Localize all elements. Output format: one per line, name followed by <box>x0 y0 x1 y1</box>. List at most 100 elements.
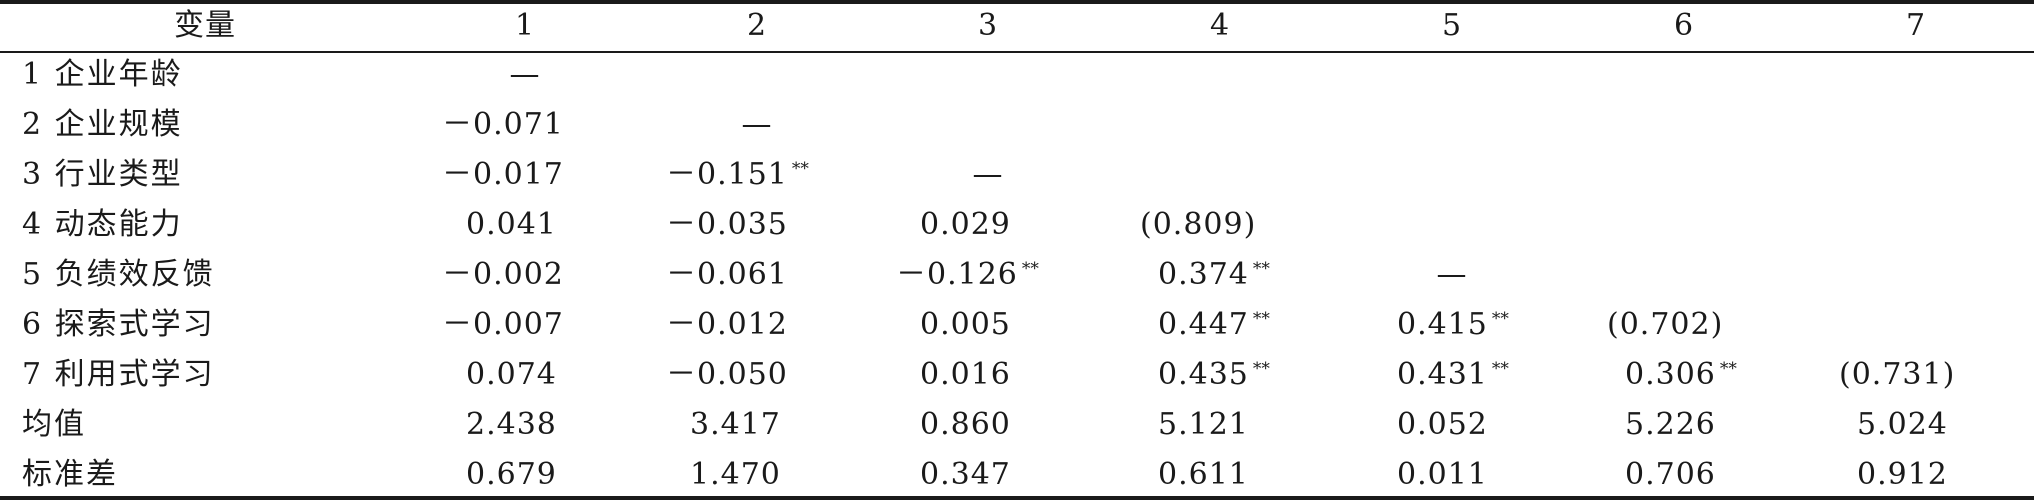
table-cell: 0.912 <box>1857 455 1948 495</box>
cell-value: 0.016 <box>920 357 1011 392</box>
table-cell: 0.447 ** <box>1158 305 1270 345</box>
cell-value: (0.702) <box>1607 307 1724 342</box>
table-cell: －0.007 <box>442 305 564 345</box>
table-cell: 0.679 <box>466 455 557 495</box>
row-label: 4 动态能力 <box>22 207 183 242</box>
table-cell: 0.435 ** <box>1158 355 1270 395</box>
significance-marker: ** <box>1491 359 1509 379</box>
cell-value: 2.438 <box>466 407 557 442</box>
cell-value: — <box>1436 257 1468 292</box>
table-cell: — <box>973 155 1004 195</box>
table-cell: －0.071 <box>442 105 564 145</box>
significance-marker: ** <box>1252 359 1270 379</box>
header-col-6: 6 <box>1673 8 1695 43</box>
cell-value: 0.706 <box>1625 457 1716 492</box>
row-label: 1 企业年龄 <box>22 57 183 92</box>
cell-value: 5.024 <box>1857 407 1948 442</box>
significance-marker: ** <box>1021 259 1039 279</box>
cell-value: — <box>972 157 1004 192</box>
table-cell: 0.611 <box>1158 455 1249 495</box>
cell-value: －0.126 <box>896 257 1018 292</box>
row-label: 标准差 <box>22 457 118 492</box>
table-cell: －0.151 ** <box>666 155 809 195</box>
row-label: 7 利用式学习 <box>22 357 215 392</box>
table-cell: 0.860 <box>920 405 1011 445</box>
cell-value: 5.226 <box>1625 407 1716 442</box>
table-cell: 0.347 <box>920 455 1011 495</box>
table-cell: 0.041 <box>466 205 557 245</box>
table-cell: 0.029 <box>920 205 1011 245</box>
cell-value: 0.074 <box>466 357 557 392</box>
header-col-3: 3 <box>977 8 999 43</box>
table-cell: 0.306 ** <box>1625 355 1737 395</box>
row-label: 5 负绩效反馈 <box>22 257 215 292</box>
table-cell: 0.431 ** <box>1397 355 1509 395</box>
cell-value: －0.017 <box>442 157 564 192</box>
table-cell: －0.126 ** <box>896 255 1039 295</box>
table-cell: (0.809) <box>1140 205 1256 245</box>
row-label: 3 行业类型 <box>22 157 183 192</box>
bottom-rule <box>0 496 2034 500</box>
significance-marker: ** <box>1252 309 1270 329</box>
cell-value: －0.050 <box>666 357 788 392</box>
table-cell: 0.016 <box>920 355 1011 395</box>
significance-marker: ** <box>1719 359 1737 379</box>
header-col-2: 2 <box>746 8 768 43</box>
table-cell: 1.470 <box>690 455 781 495</box>
cell-value: 0.374 <box>1158 257 1249 292</box>
cell-value: 0.041 <box>466 207 557 242</box>
top-rule <box>0 0 2034 4</box>
cell-value: －0.012 <box>666 307 788 342</box>
cell-value: 0.415 <box>1397 307 1488 342</box>
table-cell: －0.002 <box>442 255 564 295</box>
cell-value: 0.860 <box>920 407 1011 442</box>
significance-marker: ** <box>791 159 809 179</box>
cell-value: 0.347 <box>920 457 1011 492</box>
table-cell: －0.012 <box>666 305 788 345</box>
significance-marker: ** <box>1252 259 1270 279</box>
cell-value: 5.121 <box>1158 407 1249 442</box>
table-cell: 2.438 <box>466 405 557 445</box>
table-cell: 0.005 <box>920 305 1011 345</box>
cell-value: 0.005 <box>920 307 1011 342</box>
table-cell: 0.011 <box>1397 455 1488 495</box>
cell-value: (0.809) <box>1140 207 1257 242</box>
cell-value: 0.029 <box>920 207 1011 242</box>
table-cell: — <box>510 55 541 95</box>
cell-value: 0.679 <box>466 457 557 492</box>
cell-value: 1.470 <box>690 457 781 492</box>
cell-value: 0.011 <box>1397 457 1488 492</box>
header-col-5: 5 <box>1441 8 1463 43</box>
cell-value: －0.002 <box>442 257 564 292</box>
significance-marker: ** <box>1491 309 1509 329</box>
cell-value: 0.435 <box>1158 357 1249 392</box>
table-cell: 0.415 ** <box>1397 305 1509 345</box>
cell-value: — <box>741 107 773 142</box>
header-col-4: 4 <box>1209 8 1231 43</box>
header-col-7: 7 <box>1905 8 1927 43</box>
cell-value: 0.431 <box>1397 357 1488 392</box>
table-cell: 0.052 <box>1397 405 1488 445</box>
cell-value: 0.052 <box>1397 407 1488 442</box>
cell-value: －0.071 <box>442 107 564 142</box>
table-cell: 0.374 ** <box>1158 255 1270 295</box>
table-cell: — <box>742 105 773 145</box>
cell-value: (0.731) <box>1839 357 1956 392</box>
table-cell: 0.074 <box>466 355 557 395</box>
cell-value: 0.611 <box>1158 457 1249 492</box>
row-label: 6 探索式学习 <box>22 307 215 342</box>
table-cell: －0.050 <box>666 355 788 395</box>
table-cell: 3.417 <box>690 405 781 445</box>
cell-value: －0.007 <box>442 307 564 342</box>
cell-value: — <box>509 57 541 92</box>
table-cell: －0.061 <box>666 255 788 295</box>
header-col-1: 1 <box>514 8 536 43</box>
table-cell: 5.024 <box>1857 405 1948 445</box>
header-variable: 变量 <box>174 8 236 43</box>
table-cell: (0.731) <box>1839 355 1955 395</box>
table-cell: 5.121 <box>1158 405 1249 445</box>
table-cell: －0.017 <box>442 155 564 195</box>
cell-value: 0.306 <box>1625 357 1716 392</box>
cell-value: 0.447 <box>1158 307 1249 342</box>
